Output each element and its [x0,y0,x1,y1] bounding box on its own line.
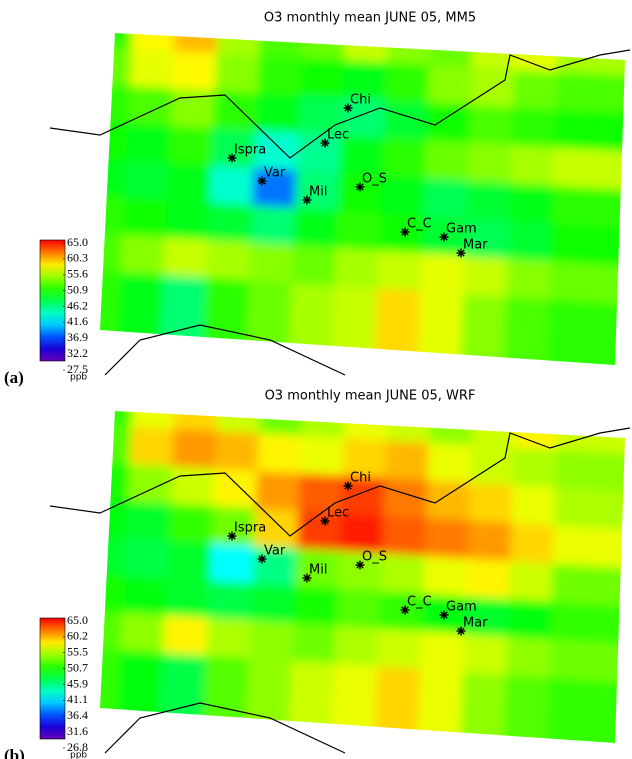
station-label: Var [264,166,286,181]
station-label: C_C [407,217,432,232]
station-label: C_C [407,595,432,610]
station-marker [355,560,365,570]
colorbar-label: 60.2 [67,629,88,643]
station-marker [400,605,410,615]
colorbar-label: 26.8 [67,740,88,754]
station-marker [302,195,312,205]
colorbar-label: 50.7 [67,660,88,674]
colorbar-label: 36.9 [67,330,88,344]
panel-title: O3 monthly mean JUNE 05, MM5 [264,11,476,26]
station-label: Chi [350,471,371,486]
unit-label: ppb [70,373,87,383]
panel-title: O3 monthly mean JUNE 05, WRF [265,389,476,404]
station-label: Mil [309,563,327,578]
station-marker [456,248,466,258]
colorbar-label: 41.6 [67,314,88,328]
station-marker [439,610,449,620]
colorbar-label: 46.2 [67,298,88,312]
field-cells [100,411,625,743]
border-line [49,49,631,159]
field-cells [100,33,625,365]
panel-label: (a) [4,368,24,387]
border-line [49,427,631,537]
border-line [104,324,346,376]
station-marker [355,182,365,192]
colorbar-label: 45.9 [67,676,88,690]
ozone-field [100,411,625,743]
station-marker [400,227,410,237]
station-marker [257,176,267,186]
panel: O3 monthly mean JUNE 05, MM5 Chi Lec Ispra V… [4,11,631,387]
colorbar-label: 27.5 [67,362,88,376]
ozone-field [100,33,625,365]
colorbar-label: 60.3 [67,251,88,265]
station-label: O_S [362,550,387,565]
station-label: Gam [446,600,477,615]
colorbar-label: 41.1 [67,692,88,706]
colorbar-label: 55.5 [67,644,88,658]
colorbar-label: 55.6 [67,267,88,281]
station-marker [320,516,330,526]
border-line [104,702,346,754]
colorbar-label: 65.0 [67,235,88,249]
station-marker [320,138,330,148]
station-label: Gam [446,222,477,237]
panel-label: (b) [4,746,25,759]
station-label: Ispra [234,521,266,536]
station-label: O_S [362,172,387,187]
colorbar [39,617,66,740]
station-label: Var [264,544,286,559]
station-label: Mil [309,185,327,200]
station-marker [456,626,466,636]
station-label: Lec [327,506,349,521]
station-label: Ispra [234,143,266,158]
station-marker [343,103,353,113]
station-marker [227,153,237,163]
colorbar-label: 36.4 [67,708,88,722]
station-label: Mar [463,238,488,253]
colorbar-label: 65.0 [67,613,88,627]
station-label: Lec [327,128,349,143]
station-marker [302,573,312,583]
unit-label: ppb [70,751,87,759]
colorbar-label: 32.2 [67,346,88,360]
colorbar-label: 50.9 [67,283,88,297]
station-marker [257,554,267,564]
station-marker [227,531,237,541]
station-marker [439,232,449,242]
grid-cell [545,299,625,365]
colorbar [39,239,66,362]
panel: O3 monthly mean JUNE 05, WRF Chi Lec Ispra V… [4,389,631,759]
grid-cell [545,677,625,743]
station-label: Chi [350,93,371,108]
station-label: Mar [463,616,488,631]
station-marker [343,481,353,491]
colorbar-label: 31.6 [67,724,88,738]
